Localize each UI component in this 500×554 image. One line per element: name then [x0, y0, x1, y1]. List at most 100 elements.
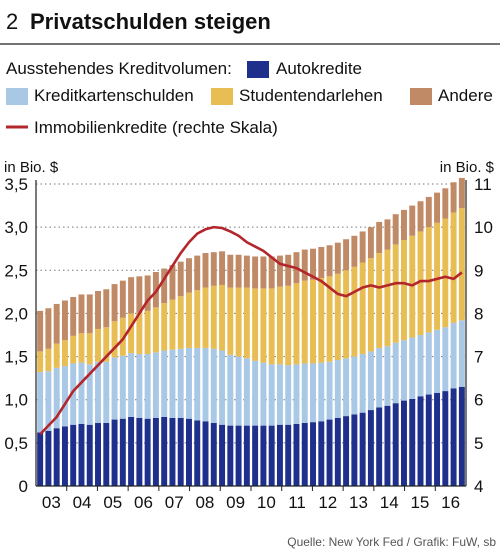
bar-student: [95, 328, 101, 362]
bar-kredit: [417, 335, 424, 397]
right-tick-label: 8: [474, 304, 483, 323]
x-tick-label: 09: [226, 493, 245, 512]
bar-auto: [227, 425, 234, 486]
bar-student: [252, 288, 259, 361]
right-tick-label: 4: [474, 477, 483, 496]
bar-kredit: [384, 346, 391, 406]
bar-auto: [310, 422, 316, 486]
bar-auto: [103, 423, 110, 486]
bar-auto: [434, 392, 441, 486]
bar-student: [186, 292, 192, 348]
bar-andere: [61, 300, 68, 341]
left-tick-label: 1,0: [4, 391, 28, 410]
bar-kredit: [293, 364, 300, 424]
bar-student: [243, 287, 250, 359]
bar-auto: [343, 416, 350, 486]
bar-auto: [252, 425, 259, 486]
bar-auto: [144, 418, 151, 486]
legend-prefix: Ausstehendes Kreditvolumen:: [6, 59, 232, 78]
bar-kredit: [318, 362, 325, 422]
bar-andere: [235, 254, 242, 288]
bar-kredit: [103, 361, 110, 424]
bar-student: [334, 273, 341, 361]
bar-andere: [103, 289, 110, 328]
legend-label-student: Studentendarlehen: [239, 86, 383, 105]
bar-auto: [70, 424, 77, 486]
bar-kredit: [425, 332, 432, 395]
bar-student: [194, 290, 201, 348]
bar-student: [260, 288, 267, 363]
chart-title: Privatschulden steigen: [30, 9, 271, 34]
bar-student: [152, 307, 159, 353]
bar-student: [392, 244, 399, 343]
x-tick-label: 13: [349, 493, 368, 512]
bar-kredit: [136, 353, 143, 418]
bar-auto: [243, 425, 250, 486]
bar-auto: [401, 400, 407, 486]
bar-student: [144, 310, 151, 354]
source-note: Quelle: New York Fed / Grafik: FuW, sb: [287, 535, 496, 549]
bar-student: [359, 262, 366, 354]
left-axis-ticks: 0 0,5 1,0 1,5 2,0 2,5 3,0 3,5: [4, 175, 28, 496]
x-tick-label: 05: [103, 493, 122, 512]
bar-kredit: [219, 350, 226, 425]
bar-student: [458, 208, 465, 321]
bar-andere: [128, 277, 135, 314]
bar-student: [442, 218, 449, 328]
bar-student: [136, 312, 143, 354]
left-tick-label: 3,5: [4, 175, 28, 194]
bar-auto: [78, 423, 85, 486]
bar-kredit: [202, 347, 209, 422]
right-axis-ticks: 4 5 6 7 8 9 10 11: [474, 175, 493, 496]
bar-auto: [417, 396, 424, 486]
chart-number: 2: [6, 9, 18, 34]
bar-kredit: [343, 358, 350, 417]
bar-kredit: [53, 367, 60, 429]
bar-kredit: [95, 361, 101, 424]
left-tick-label: 3,0: [4, 218, 28, 237]
left-tick-label: 2,5: [4, 261, 28, 280]
bar-andere: [276, 255, 283, 287]
bar-student: [161, 303, 168, 351]
bar-andere: [351, 235, 358, 267]
bar-andere: [458, 177, 465, 209]
bar-andere: [409, 205, 416, 236]
right-tick-label: 9: [474, 261, 483, 280]
bar-auto: [326, 419, 333, 486]
x-axis-ticks: 03 04 05 06 07 08 09 10 11 12 13 14 15 16: [42, 486, 460, 512]
legend: Ausstehendes Kreditvolumen: Autokredite …: [6, 59, 493, 137]
bar-andere: [177, 261, 184, 297]
x-tick-label: 04: [73, 493, 92, 512]
right-axis-unit: in Bio. $: [440, 159, 495, 176]
legend-label-andere: Andere: [438, 86, 493, 105]
x-tick-label: 15: [410, 493, 429, 512]
bar-andere: [310, 248, 316, 280]
bar-auto: [450, 388, 457, 486]
bar-kredit: [334, 360, 341, 418]
bar-auto: [425, 394, 432, 486]
bar-auto: [136, 417, 143, 486]
x-tick-label: 12: [318, 493, 337, 512]
bar-kredit: [61, 366, 68, 427]
bar-auto: [334, 417, 341, 486]
bar-kredit: [359, 353, 366, 413]
bar-andere: [86, 294, 93, 334]
bar-andere: [169, 265, 176, 300]
bar-auto: [202, 421, 209, 486]
bar-kredit: [276, 364, 283, 425]
bar-auto: [235, 425, 242, 486]
bar-andere: [144, 275, 151, 311]
bar-auto: [169, 417, 176, 486]
bar-kredit: [119, 355, 126, 419]
bar-student: [202, 287, 209, 348]
bar-student: [119, 317, 126, 356]
bar-andere: [37, 310, 44, 352]
bar-student: [351, 266, 358, 357]
bar-student: [285, 285, 292, 366]
bar-student: [268, 288, 275, 365]
bar-student: [235, 287, 242, 357]
bar-kredit: [392, 342, 399, 404]
x-tick-label: 06: [134, 493, 153, 512]
bar-andere: [401, 209, 407, 241]
